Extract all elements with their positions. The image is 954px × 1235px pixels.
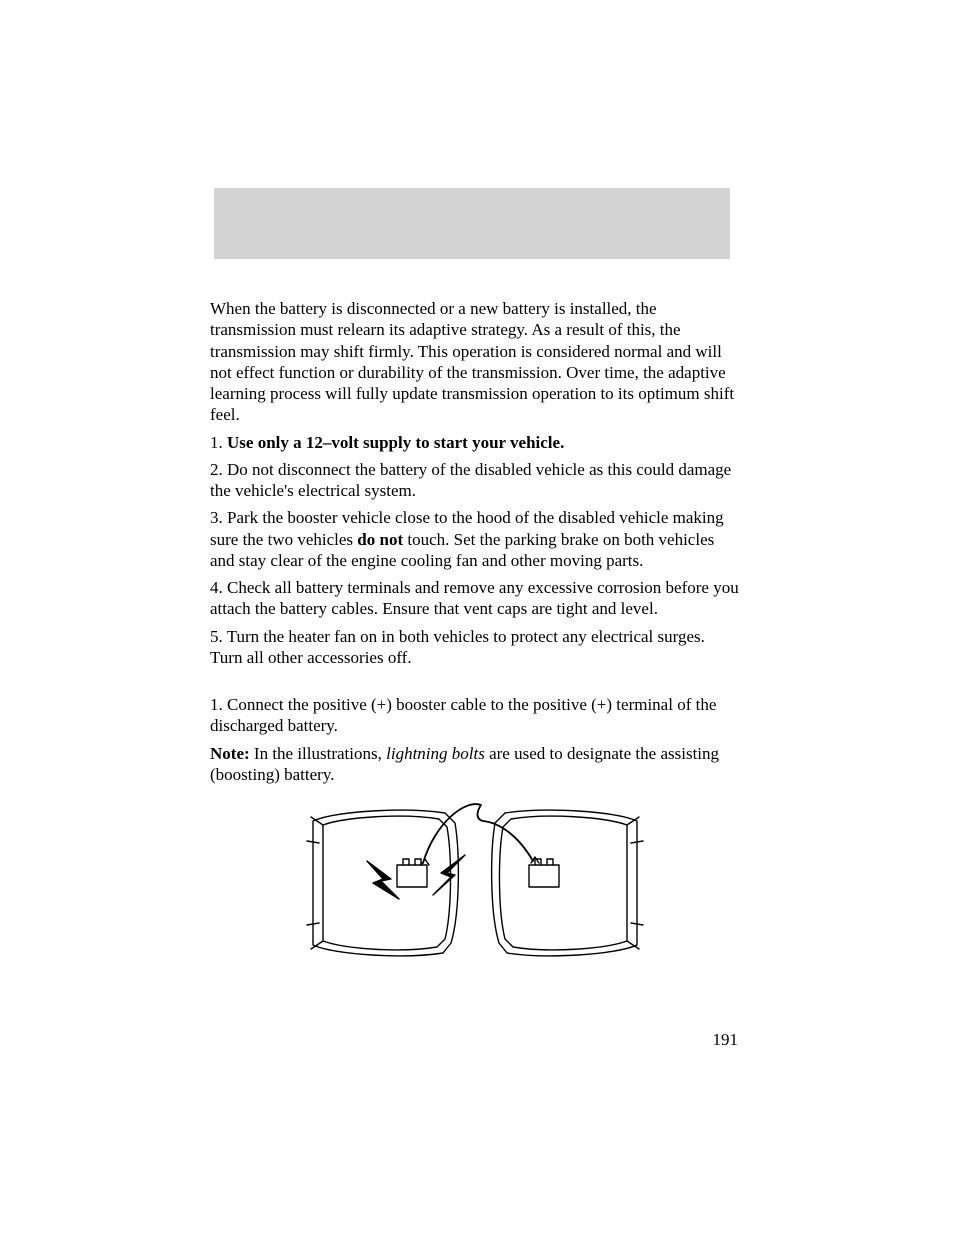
step-1-prefix: 1. (210, 433, 227, 452)
step-4: 4. Check all battery terminals and remov… (210, 577, 740, 620)
step-3: 3. Park the booster vehicle close to the… (210, 507, 740, 571)
note-pre: In the illustrations, (250, 744, 386, 763)
step-1-text: Use only a 12–volt supply to start your … (227, 433, 564, 452)
jumper-cable-illustration (305, 793, 645, 968)
step-5: 5. Turn the heater fan on in both vehicl… (210, 626, 740, 669)
step-1: 1. Use only a 12–volt supply to start yo… (210, 432, 740, 453)
note-paragraph: Note: In the illustrations, lightning bo… (210, 743, 740, 786)
note-italic: lightning bolts (386, 744, 485, 763)
intro-paragraph: When the battery is disconnected or a ne… (210, 298, 740, 426)
page-number: 191 (713, 1030, 739, 1050)
step-3-bold: do not (357, 530, 403, 549)
body-content: When the battery is disconnected or a ne… (210, 298, 740, 968)
note-label: Note: (210, 744, 250, 763)
header-gray-bar (214, 188, 730, 259)
step-2: 2. Do not disconnect the battery of the … (210, 459, 740, 502)
connect-step-1: 1. Connect the positive (+) booster cabl… (210, 694, 740, 737)
